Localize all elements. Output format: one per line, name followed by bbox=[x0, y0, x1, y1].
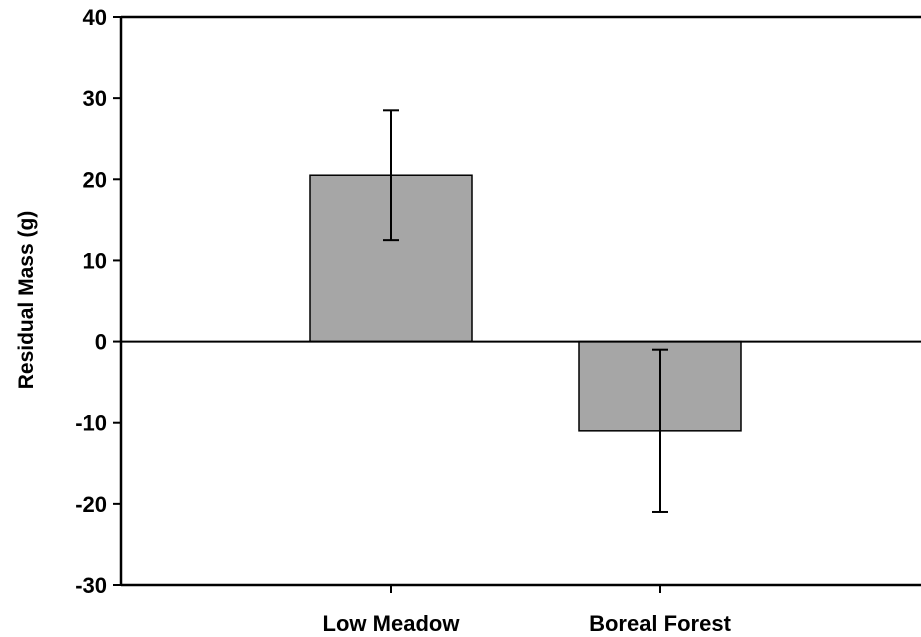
y-tick-label: 0 bbox=[95, 330, 107, 355]
x-category-label: Low Meadow bbox=[323, 611, 461, 636]
y-tick-label: 30 bbox=[83, 86, 107, 111]
y-tick-label: 40 bbox=[83, 5, 107, 30]
y-tick-label: 10 bbox=[83, 248, 107, 273]
y-tick-label: -30 bbox=[75, 573, 107, 598]
y-tick-label: -20 bbox=[75, 492, 107, 517]
y-tick-label: 20 bbox=[83, 167, 107, 192]
plot-area: -30 -20 -10 0 10 20 30 40 Low Meadow Boreal Fores… bbox=[75, 5, 921, 636]
y-axis-title: Residual Mass (g) bbox=[15, 211, 38, 390]
x-category-label: Boreal Forest bbox=[589, 611, 731, 636]
y-tick-label: -10 bbox=[75, 411, 107, 436]
